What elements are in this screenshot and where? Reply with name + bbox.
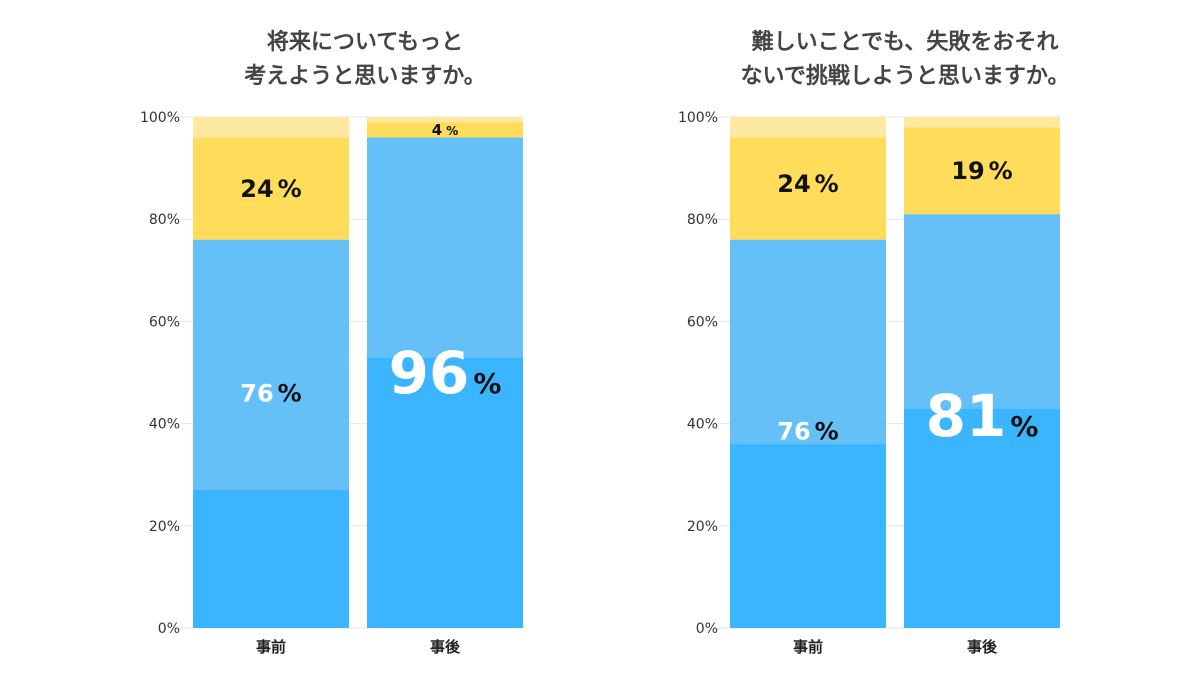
data-label: 81% (926, 382, 1039, 450)
bar-segment (193, 490, 349, 628)
y-tick-label: 20% (687, 519, 718, 535)
data-label-value: 76 (777, 418, 810, 446)
data-label-value: 76 (240, 379, 273, 407)
y-tick-label: 0% (158, 621, 180, 637)
data-label-unit: % (815, 170, 839, 198)
bar-segment (367, 137, 523, 358)
y-tick-label: 40% (687, 417, 718, 433)
data-label-unit: % (815, 418, 839, 446)
data-label-unit: % (473, 367, 501, 400)
chart-2-title-line-2: ないで挑戦しようと思いますか。 (740, 64, 1070, 89)
data-label-unit: % (278, 379, 302, 407)
bar-segment (367, 122, 523, 138)
data-label-value: 24 (240, 175, 273, 203)
y-tick-label: 40% (149, 417, 180, 433)
data-label: 19% (951, 157, 1012, 185)
data-label: 4% (432, 121, 458, 139)
bar-segment (904, 117, 1060, 128)
y-tick-label: 100% (140, 110, 180, 126)
y-tick-label: 80% (149, 212, 180, 228)
data-label: 24% (777, 170, 838, 198)
y-tick-label: 60% (149, 314, 180, 330)
y-tick-label: 60% (687, 314, 718, 330)
bar-segment (367, 117, 523, 123)
bar-segment (730, 137, 886, 240)
data-label-value: 81 (926, 382, 1007, 450)
bar-segment (904, 408, 1060, 628)
data-label: 76% (240, 379, 301, 407)
bar-segment (367, 357, 523, 628)
chart-1-title: 将来についてもっと 考えようと思いますか。 (150, 26, 580, 94)
bar-segment (730, 117, 886, 138)
x-category-label: 事後 (430, 638, 461, 656)
chart-1-title-line-1: 将来についてもっと (266, 30, 464, 55)
bar-segment (730, 444, 886, 628)
y-tick-label: 0% (696, 621, 718, 637)
data-label: 24% (240, 175, 301, 203)
bar-segment (193, 239, 349, 491)
x-category-label: 事後 (967, 638, 998, 656)
data-label: 76% (777, 418, 838, 446)
chart-1-title-line-2: 考えようと思いますか。 (244, 64, 486, 89)
data-label-unit: % (989, 157, 1013, 185)
x-category-label: 事前 (256, 638, 286, 656)
data-label-unit: % (1010, 410, 1038, 443)
y-tick-label: 20% (149, 519, 180, 535)
bar-segment (730, 239, 886, 445)
data-label-value: 19 (951, 157, 984, 185)
y-tick-label: 80% (687, 212, 718, 228)
data-label-value: 4 (432, 121, 442, 139)
data-label-unit: % (278, 175, 302, 203)
data-label: 96% (389, 339, 502, 407)
bar-segment (904, 127, 1060, 215)
data-label-unit: % (446, 124, 458, 138)
bar-segment (193, 137, 349, 240)
data-label-value: 24 (777, 170, 810, 198)
bar-segment (904, 214, 1060, 409)
bar-segment (193, 117, 349, 138)
chart-2-title: 難しいことでも、失敗をおそれ ないで挑戦しようと思いますか。 (670, 26, 1140, 94)
y-tick-label: 100% (678, 110, 718, 126)
x-category-label: 事前 (793, 638, 823, 656)
data-label-value: 96 (389, 339, 470, 407)
chart-2-title-line-1: 難しいことでも、失敗をおそれ (751, 30, 1059, 55)
